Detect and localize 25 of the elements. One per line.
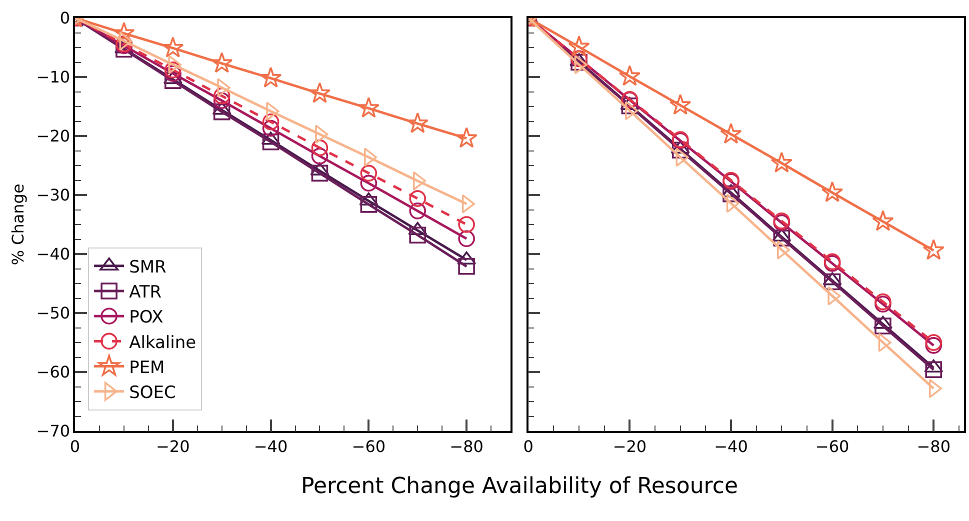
y-tick-label: −50: [36, 304, 70, 323]
y-tick-label: −30: [36, 186, 70, 205]
legend-label: ATR: [129, 282, 162, 303]
legend-label: SOEC: [129, 383, 176, 404]
x-tick-label: −20: [156, 436, 190, 456]
y-tick-label: −40: [36, 244, 70, 264]
y-tick-label: −10: [36, 68, 70, 87]
y-tick-label: 0: [60, 8, 70, 28]
legend-label: PEM: [129, 358, 165, 378]
x-tick-label: −80: [450, 436, 484, 456]
x-tick-label: −60: [352, 436, 386, 456]
x-tick-label: −20: [612, 436, 647, 456]
y-tick-label: −20: [36, 126, 70, 146]
legend-label: POX: [129, 308, 164, 328]
legend-label: SMR: [129, 258, 167, 278]
x-axis-title: Percent Change Availability of Resource: [301, 474, 738, 499]
x-tick-label: −80: [916, 436, 950, 456]
x-tick-label: −40: [714, 436, 748, 456]
x-tick-label: 0: [523, 436, 534, 456]
y-tick-label: −70: [36, 422, 70, 441]
legend-label: Alkaline: [129, 332, 196, 353]
x-tick-label: −40: [254, 436, 288, 456]
x-tick-label: −60: [815, 436, 850, 456]
y-axis-title: % Change: [8, 184, 28, 266]
y-tick-label: −60: [36, 362, 70, 382]
